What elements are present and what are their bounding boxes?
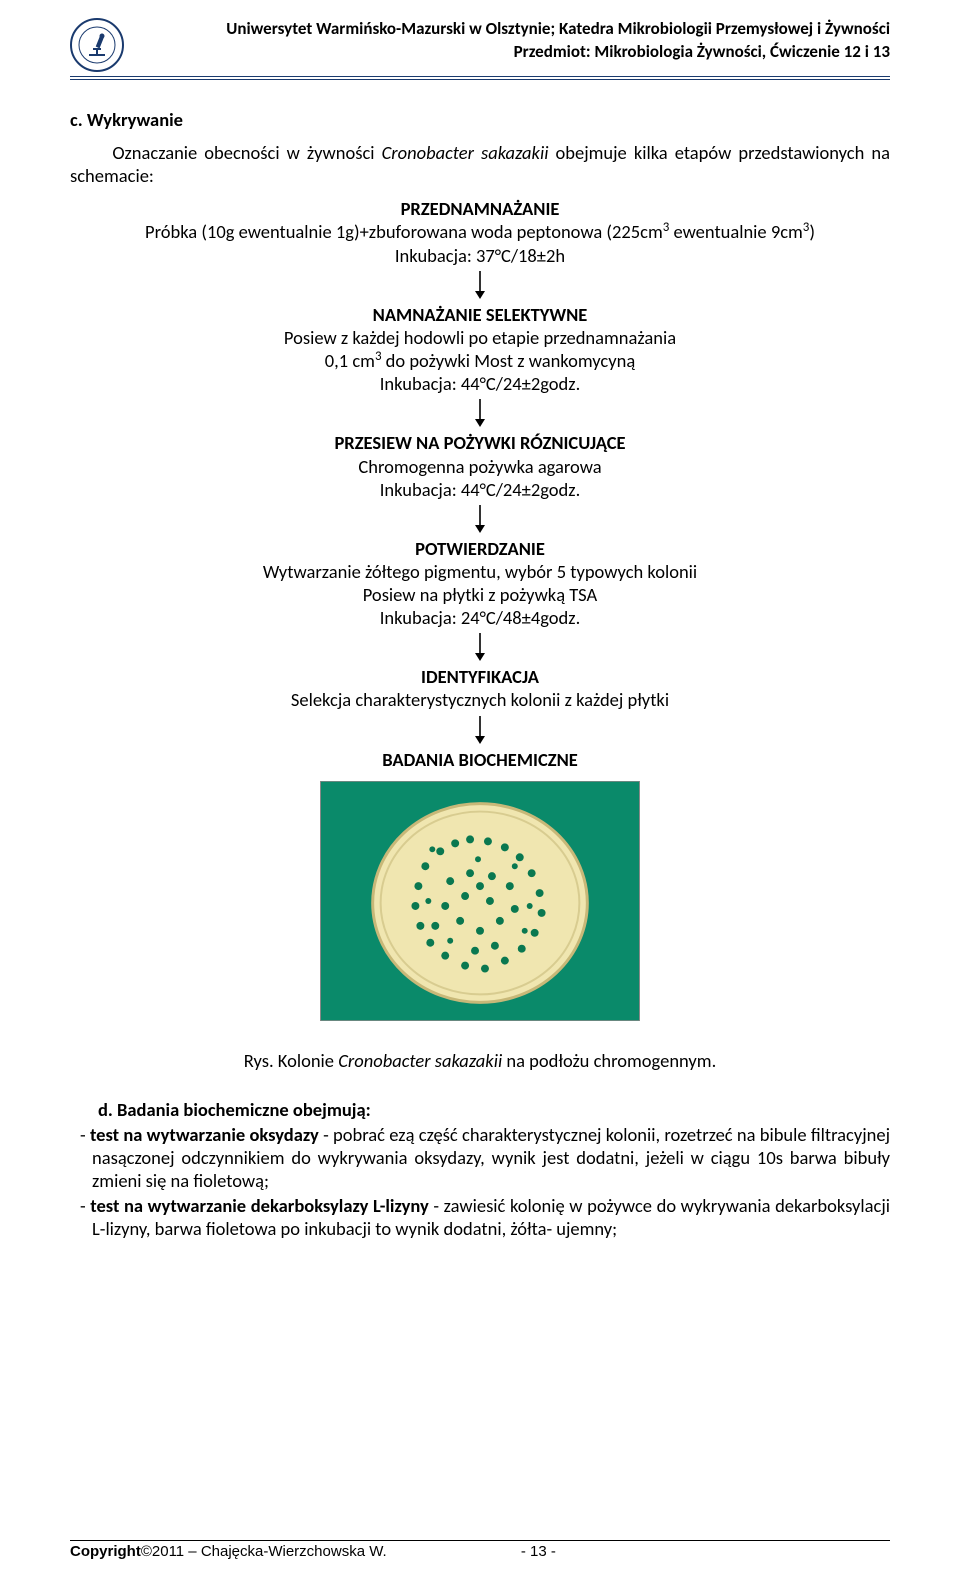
down-arrow-icon <box>473 505 487 533</box>
document-page: Uniwersytet Warmińsko-Mazurski w Olsztyn… <box>0 0 960 1596</box>
header-text: Uniwersytet Warmińsko-Mazurski w Olsztyn… <box>134 18 890 64</box>
section-c-heading: c. Wykrywanie <box>70 108 890 131</box>
step2-line2: 0,1 cm3 do pożywki Most z wankomycyną <box>70 349 890 372</box>
figure-caption: Rys. Kolonie Cronobacter sakazakii na po… <box>70 1049 890 1072</box>
step1-line1: Próbka (10g ewentualnie 1g)+zbuforowana … <box>70 220 890 243</box>
microscope-icon <box>77 25 117 65</box>
step2-line3: Inkubacja: 44°C/24±2godz. <box>70 372 890 395</box>
step3-line1: Chromogenna pożywka agarowa <box>70 455 890 478</box>
step6-title: BADANIA BIOCHEMICZNE <box>70 748 890 771</box>
step3-line2: Inkubacja: 44°C/24±2godz. <box>70 478 890 501</box>
step3-title: PRZESIEW NA POŻYWKI RÓZNICUJĄCE <box>70 431 890 454</box>
step1-line2: Inkubacja: 37°C/18±2h <box>70 244 890 267</box>
step4-line1: Wytwarzanie żółtego pigmentu, wybór 5 ty… <box>70 560 890 583</box>
intro-pre: Oznaczanie obecności w żywności <box>112 141 381 164</box>
section-d-heading: d. Badania biochemiczne obejmują: <box>98 1098 890 1121</box>
down-arrow-icon <box>473 399 487 427</box>
list-item: - test na wytwarzanie oksydazy - pobrać … <box>70 1123 890 1192</box>
step5-title: IDENTYFIKACJA <box>70 665 890 688</box>
university-logo <box>70 18 124 72</box>
biochemical-tests-list: - test na wytwarzanie oksydazy - pobrać … <box>70 1123 890 1241</box>
step4-line3: Inkubacja: 24°C/48±4godz. <box>70 606 890 629</box>
petri-dish-figure <box>320 781 640 1021</box>
header-line-2: Przedmiot: Mikrobiologia Żywności, Ćwicz… <box>134 41 890 64</box>
footer-page-number: - 13 - <box>187 1543 890 1560</box>
intro-italic: Cronobacter sakazakii <box>382 141 549 164</box>
intro-paragraph: Oznaczanie obecności w żywności Cronobac… <box>70 141 890 187</box>
down-arrow-icon <box>473 271 487 299</box>
procedure-scheme: PRZEDNAMNAŻANIE Próbka (10g ewentualnie … <box>70 197 890 1020</box>
down-arrow-icon <box>473 716 487 744</box>
list-item: - test na wytwarzanie dekarboksylazy L-l… <box>70 1194 890 1240</box>
step2-line1: Posiew z każdej hodowli po etapie przedn… <box>70 326 890 349</box>
page-header: Uniwersytet Warmińsko-Mazurski w Olsztyn… <box>70 18 890 80</box>
step5-line1: Selekcja charakterystycznych kolonii z k… <box>70 688 890 711</box>
step1-title: PRZEDNAMNAŻANIE <box>70 197 890 220</box>
petri-dish-image <box>320 781 640 1021</box>
step4-line2: Posiew na płytki z pożywką TSA <box>70 583 890 606</box>
header-line-1: Uniwersytet Warmińsko-Mazurski w Olsztyn… <box>134 18 890 41</box>
step2-title: NAMNAŻANIE SELEKTYWNE <box>70 303 890 326</box>
down-arrow-icon <box>473 633 487 661</box>
step4-title: POTWIERDZANIE <box>70 537 890 560</box>
page-footer: Copyright©2011 – Chajęcka-Wierzchowska W… <box>70 1540 890 1560</box>
